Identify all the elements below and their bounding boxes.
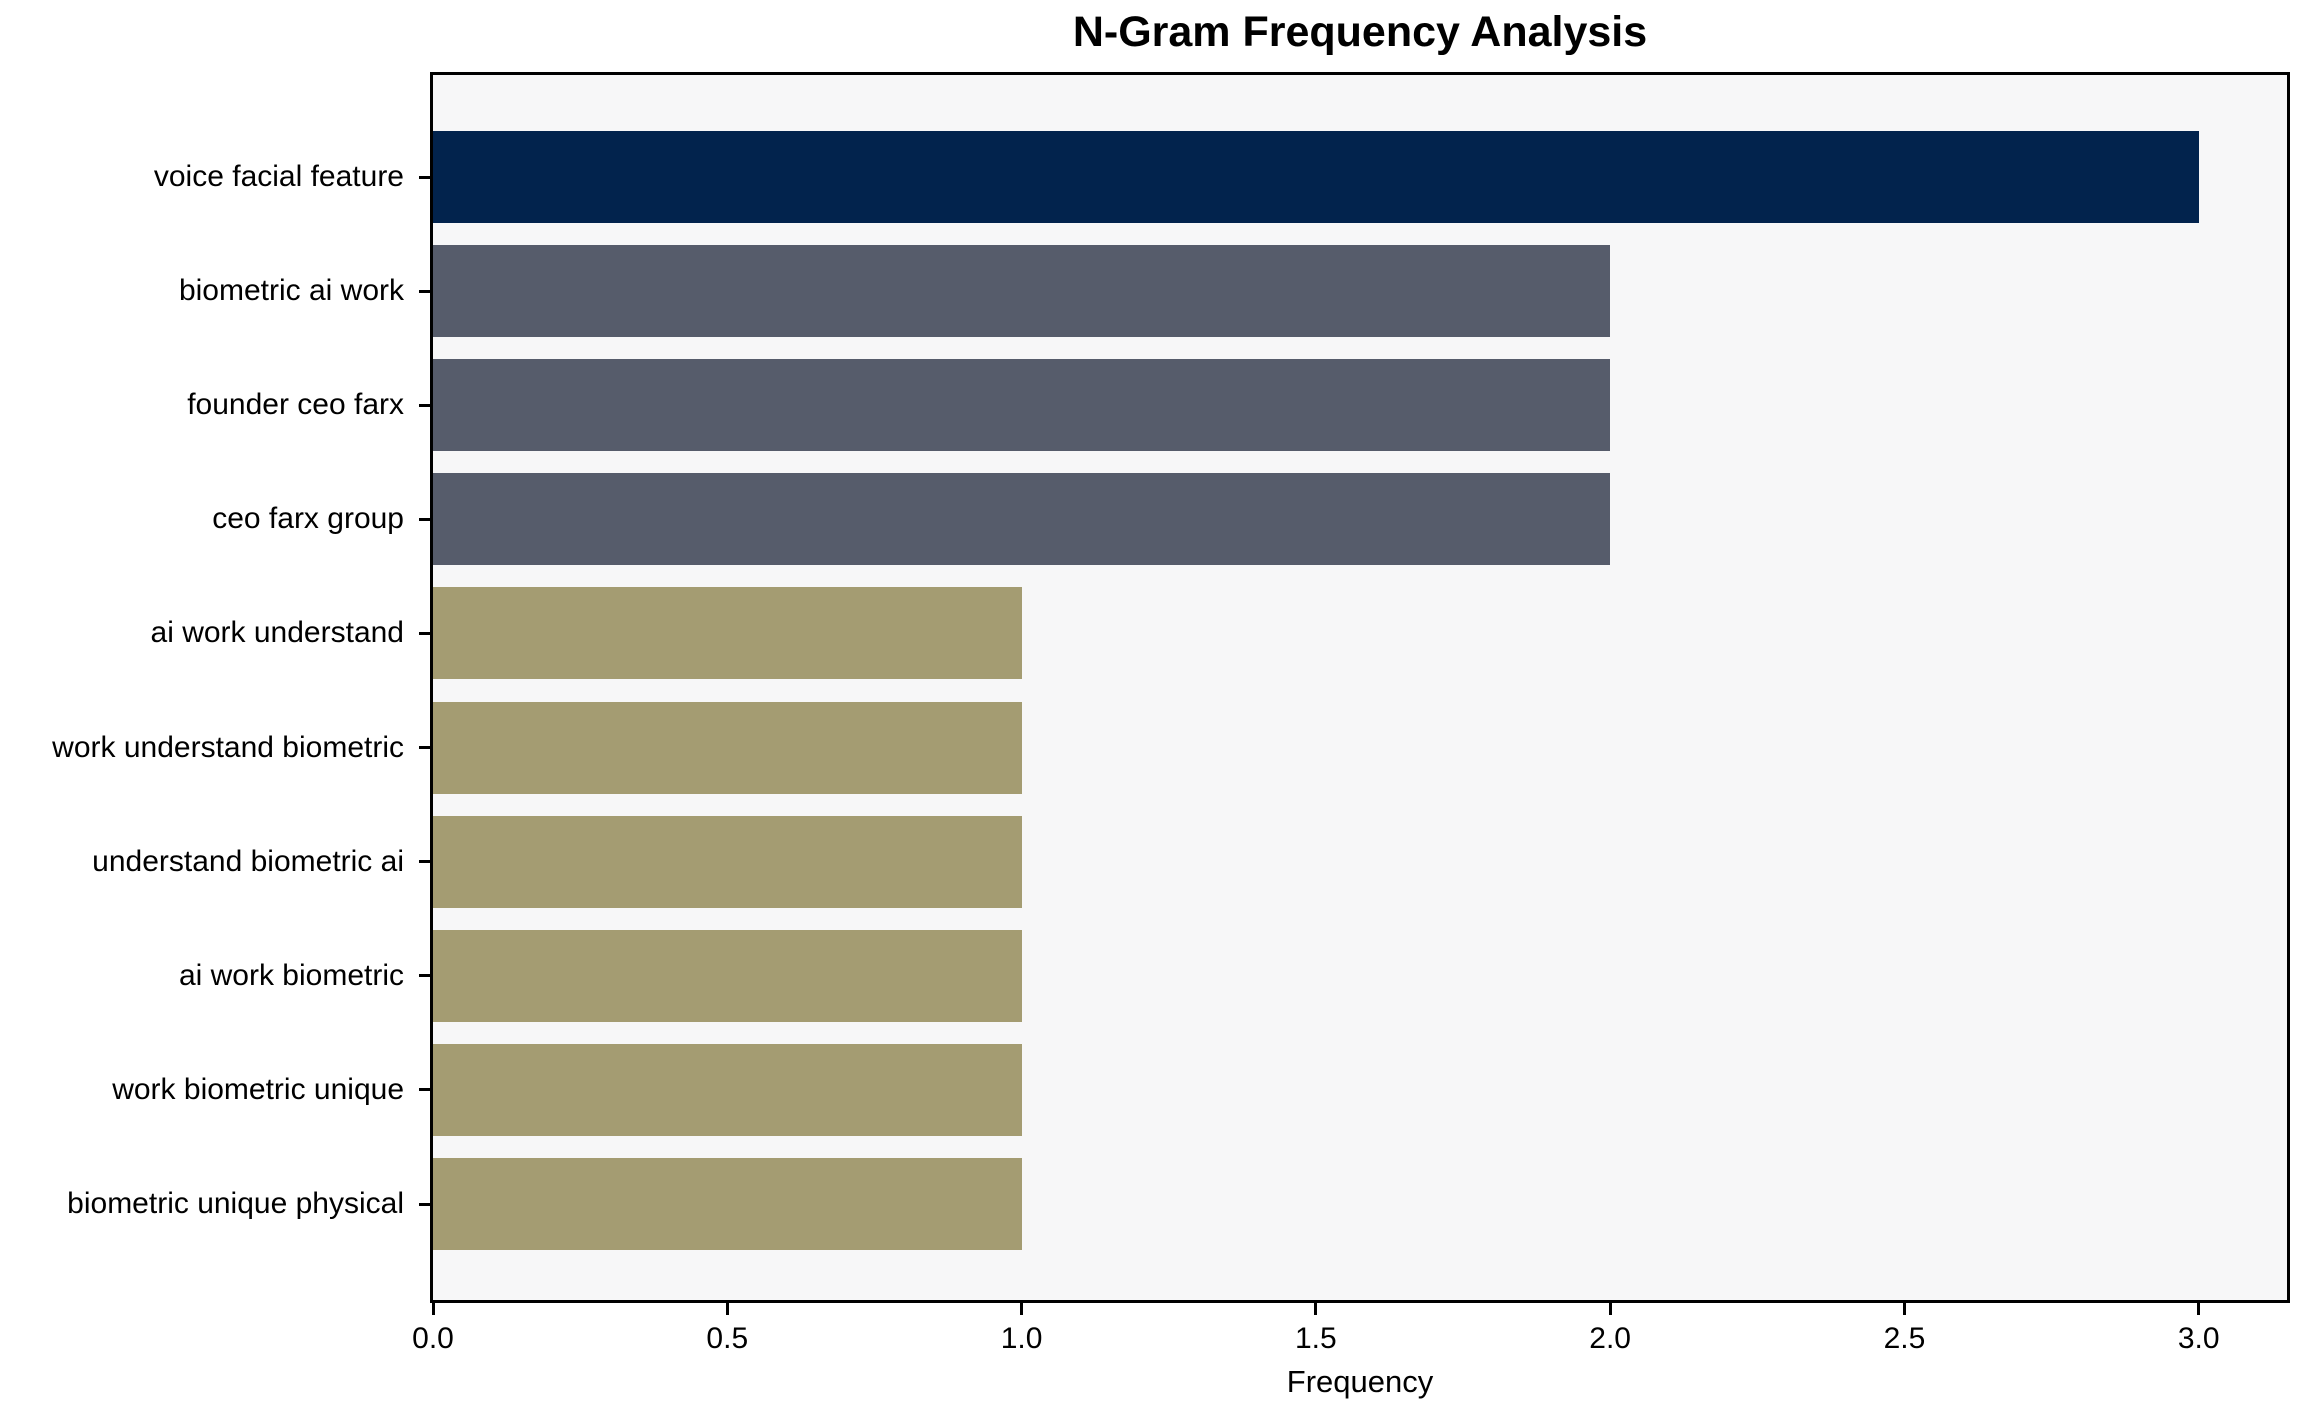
y-axis-tick [419, 1088, 430, 1092]
y-axis-tick-label: voice facial feature [153, 160, 404, 193]
x-axis-label: Frequency [1286, 1364, 1434, 1399]
bar-biometric-ai-work [433, 245, 1611, 338]
x-axis-tick [725, 1303, 729, 1315]
bar-understand-biometric-ai [433, 815, 1022, 908]
bar-ai-work-biometric [433, 929, 1022, 1022]
x-axis-tick-label: 0.5 [706, 1322, 749, 1355]
x-axis-tick [1608, 1303, 1612, 1315]
x-axis-tick-label: 2.0 [1589, 1322, 1631, 1355]
x-axis-tick-label: 0.0 [412, 1322, 454, 1355]
y-axis-tick [419, 517, 430, 521]
y-axis-tick-label: work understand biometric [52, 730, 404, 764]
bar-work-biometric-unique [433, 1043, 1022, 1136]
y-axis-tick [419, 1202, 430, 1206]
y-axis-tick-label: ceo farx group [212, 502, 404, 536]
x-axis-tick [1902, 1303, 1906, 1315]
bar-biometric-unique-physical [433, 1158, 1022, 1250]
y-axis-tick-label: work biometric unique [112, 1072, 404, 1106]
x-axis-tick [1020, 1303, 1024, 1315]
x-axis-tick-label: 1.0 [1000, 1322, 1043, 1355]
x-axis-tick [431, 1303, 435, 1315]
x-axis-tick [2197, 1303, 2201, 1315]
x-axis-tick-label: 2.5 [1883, 1322, 1926, 1355]
y-axis-tick-label: founder ceo farx [187, 388, 404, 422]
y-axis-tick-label: biometric ai work [178, 274, 404, 308]
y-axis-tick [419, 860, 430, 864]
y-axis-tick-label: biometric unique physical [67, 1187, 404, 1220]
x-axis-tick-label: 3.0 [2177, 1322, 2220, 1355]
y-axis-tick-label: understand biometric ai [92, 844, 404, 878]
plot-area [430, 72, 2290, 1303]
x-axis-tick [1314, 1303, 1318, 1315]
bar-ceo-farx-group [433, 473, 1611, 566]
y-axis-tick [419, 175, 430, 179]
y-axis-tick-label: ai work understand [150, 616, 404, 650]
chart-title: N-Gram Frequency Analysis [1072, 8, 1648, 56]
bar-voice-facial-feature [433, 131, 2199, 223]
y-axis-tick-label: ai work biometric [178, 958, 404, 992]
x-axis-tick-label: 1.5 [1294, 1322, 1337, 1355]
bar-founder-ceo-farx [433, 359, 1611, 452]
y-axis-tick [419, 746, 430, 750]
bar-ai-work-understand [433, 587, 1022, 680]
bar-work-understand-biometric [433, 701, 1022, 794]
y-axis-tick [419, 974, 430, 978]
y-axis-tick [419, 631, 430, 635]
y-axis-tick [419, 289, 430, 293]
y-axis-tick [419, 403, 430, 407]
